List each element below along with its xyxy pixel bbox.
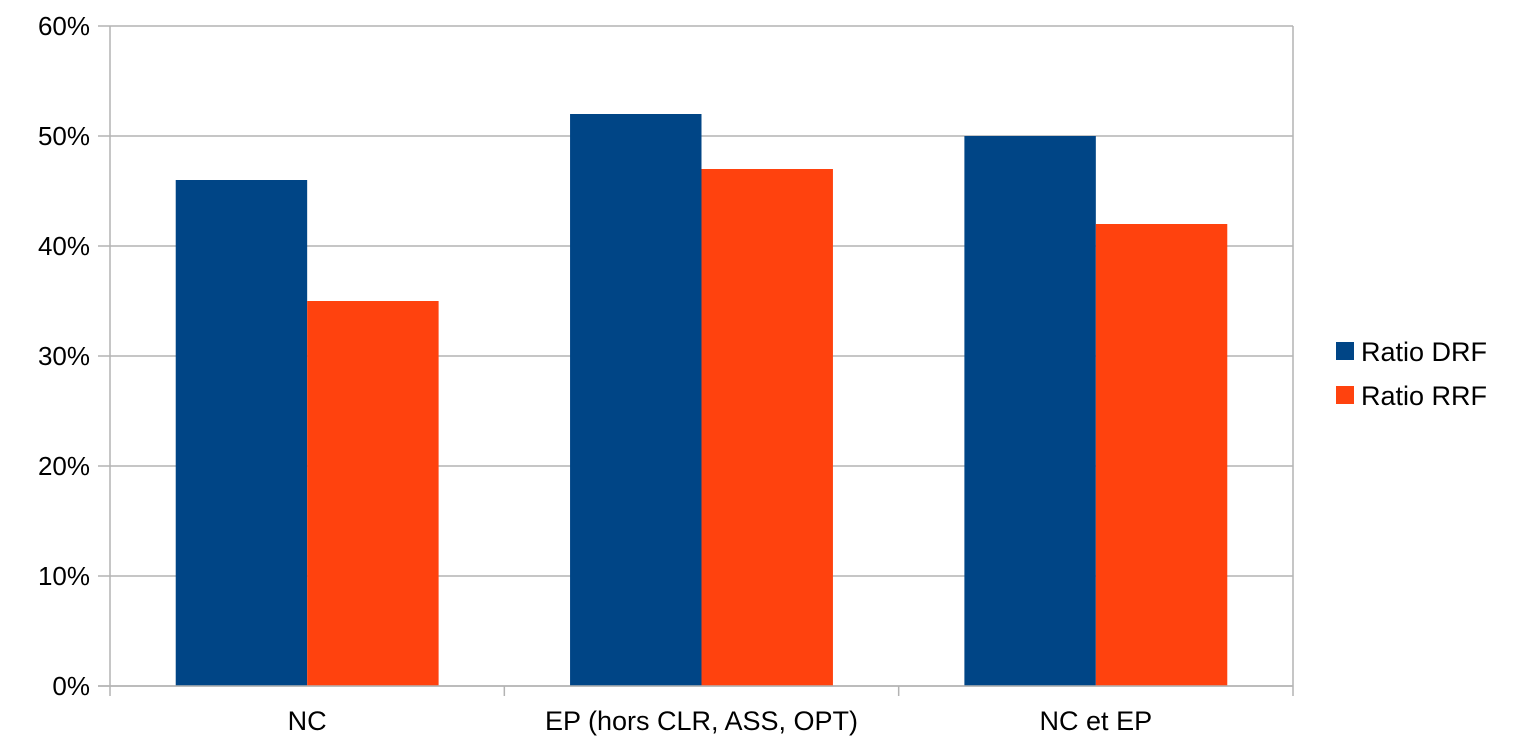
bar: [964, 136, 1096, 686]
y-tick-label: 10%: [38, 561, 90, 591]
bars: [175, 114, 1228, 686]
legend-swatch: [1336, 386, 1354, 404]
y-tick-label: 0%: [52, 671, 90, 701]
bar: [1095, 224, 1228, 686]
legend-label: Ratio DRF: [1361, 337, 1487, 367]
y-tick-label: 20%: [38, 451, 90, 481]
legend-swatch: [1336, 342, 1354, 360]
bar: [570, 114, 702, 686]
bar: [175, 180, 308, 686]
legend-label: Ratio RRF: [1361, 381, 1487, 411]
y-tick-label: 50%: [38, 121, 90, 151]
x-tick-label: NC et EP: [1040, 706, 1153, 736]
axes: [98, 26, 1294, 696]
x-tick-labels: NC EP (hors CLR, ASS, OPT) NC et EP: [288, 706, 1152, 736]
bar: [307, 301, 439, 686]
y-tick-label: 40%: [38, 231, 90, 261]
y-tick-label: 60%: [38, 11, 90, 41]
y-tick-label: 30%: [38, 341, 90, 371]
bar: [701, 169, 833, 686]
x-tick-label: EP (hors CLR, ASS, OPT): [545, 706, 858, 736]
x-tick-label: NC: [288, 706, 327, 736]
legend: Ratio DRF Ratio RRF: [1336, 337, 1487, 411]
y-tick-labels: 0% 10% 20% 30% 40% 50% 60%: [38, 11, 90, 701]
